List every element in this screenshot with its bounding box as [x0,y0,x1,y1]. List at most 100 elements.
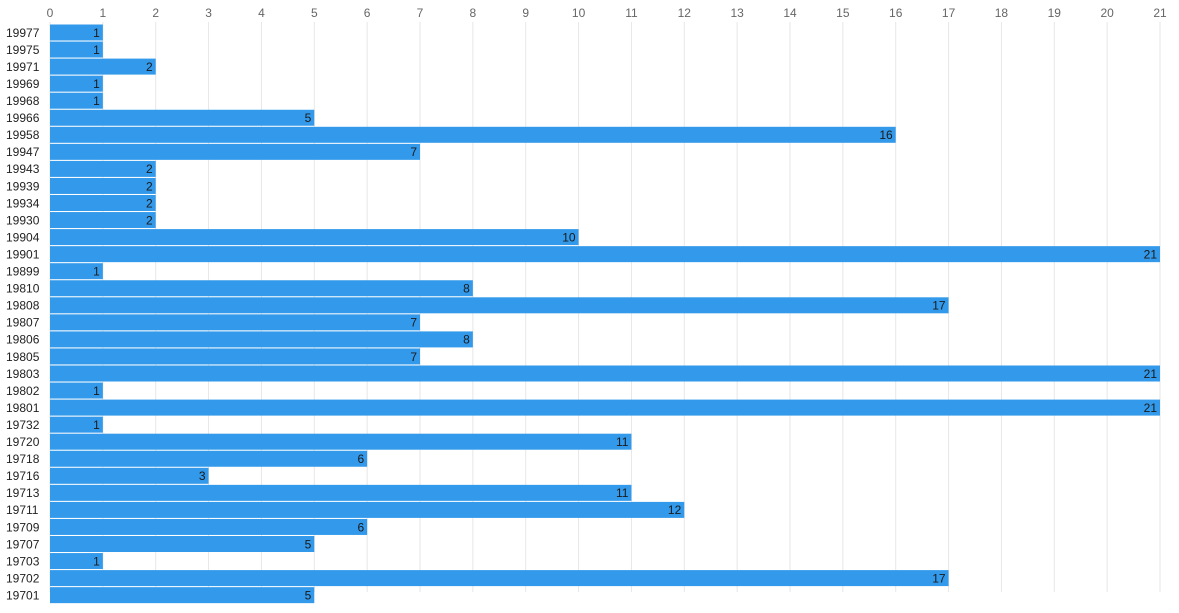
bar [50,75,103,92]
value-label: 16 [879,128,893,142]
category-label: 19803 [6,367,40,381]
value-label: 1 [93,26,100,40]
value-label: 21 [1144,401,1158,415]
category-label: 19934 [6,196,40,210]
category-label: 19899 [6,265,40,279]
value-label: 11 [616,435,629,449]
category-label: 19807 [6,316,40,330]
value-label: 2 [146,196,153,210]
value-label: 1 [93,554,100,568]
x-tick-label: 10 [572,6,586,20]
x-tick-label: 16 [889,6,903,20]
x-tick-label: 18 [995,6,1009,20]
category-label: 19901 [6,247,40,261]
value-label: 21 [1144,247,1158,261]
value-label: 3 [199,469,206,483]
x-tick-label: 12 [678,6,692,20]
bar [50,433,632,450]
category-label: 19958 [6,128,40,142]
x-tick-label: 8 [470,6,477,20]
x-tick-label: 3 [205,6,212,20]
value-label: 6 [357,452,364,466]
value-label: 1 [93,94,100,108]
bar [50,331,473,348]
x-tick-label: 13 [730,6,744,20]
category-label: 19904 [6,230,40,244]
category-label: 19805 [6,350,40,364]
x-tick-label: 0 [47,6,54,20]
value-label: 11 [616,486,629,500]
bar [50,229,579,246]
value-label: 6 [357,520,364,534]
bar [50,212,156,229]
category-label: 19802 [6,384,40,398]
value-label: 2 [146,213,153,227]
x-tick-label: 15 [836,6,850,20]
bar [50,195,156,211]
category-label: 19711 [6,503,39,517]
category-label: 19702 [6,571,40,585]
bar [50,382,103,399]
bar [50,484,632,501]
category-label: 19718 [6,452,40,466]
x-axis-ticks: 0 1 2 3 4 5 6 7 8 9 10 11 12 13 14 15 16 17 18 19 20 21 [47,6,1167,20]
category-label: 19943 [6,162,40,176]
bar [50,92,103,109]
x-tick-label: 14 [783,6,797,20]
category-label: 19806 [6,333,40,347]
bar [50,587,315,604]
category-label: 19975 [6,43,40,57]
value-label: 1 [93,384,100,398]
x-tick-label: 9 [522,6,529,20]
value-label: 17 [932,299,946,313]
value-label: 2 [146,179,153,193]
value-label: 5 [305,111,312,125]
value-label: 7 [410,350,417,364]
category-label: 19930 [6,213,40,227]
bar [50,501,685,518]
x-tick-label: 21 [1153,6,1167,20]
bar [50,177,156,194]
category-label: 19709 [6,520,40,534]
x-tick-label: 5 [311,6,318,20]
category-label: 19713 [6,486,40,500]
value-label: 2 [146,60,153,74]
category-label: 19701 [6,588,40,602]
bar [50,58,156,75]
category-label: 19808 [6,299,40,313]
value-label: 21 [1144,367,1158,381]
x-tick-label: 1 [100,6,107,20]
bar [50,143,420,160]
value-label: 12 [668,503,682,517]
x-tick-label: 2 [152,6,159,20]
value-label: 1 [93,43,100,57]
value-label: 1 [93,265,100,279]
category-label: 19977 [6,26,40,40]
category-label: 19947 [6,145,40,159]
category-label: 19707 [6,537,40,551]
bar [50,297,949,314]
category-label: 19969 [6,77,40,91]
x-tick-label: 7 [417,6,424,20]
bar [50,399,1160,416]
bar [50,314,420,331]
bars [50,24,1160,604]
x-tick-label: 6 [364,6,371,20]
value-label: 2 [146,162,153,176]
value-label: 8 [463,282,470,296]
x-tick-label: 17 [942,6,956,20]
bar [50,24,103,41]
value-label: 5 [305,588,312,602]
value-label: 8 [463,333,470,347]
bar [50,570,949,587]
value-label: 1 [93,418,100,432]
x-tick-label: 4 [258,6,265,20]
bar [50,518,368,535]
bar [50,109,315,126]
value-label: 1 [93,77,100,91]
bar [50,263,103,280]
value-label: 7 [410,145,417,159]
category-label: 19810 [6,282,40,296]
value-labels: 1121151672222102118177872112111163111265… [93,26,1157,603]
value-label: 10 [562,230,576,244]
